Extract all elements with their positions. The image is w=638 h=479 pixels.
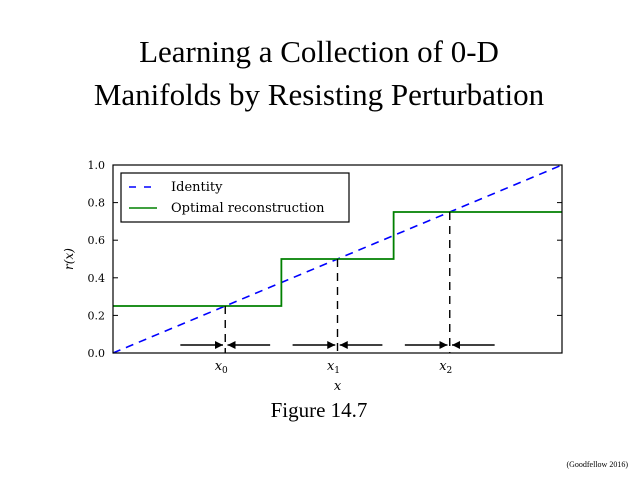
- legend-box: [120, 172, 350, 223]
- title-line-2: Manifolds by Resisting Perturbation: [93, 77, 545, 112]
- x1-subscript: 1: [334, 366, 340, 376]
- x2-subscript: 2: [447, 366, 453, 376]
- y-tick-label: 0.4: [88, 272, 106, 285]
- legend-label-optimal-reconstruction: Optimal reconstruction: [171, 201, 325, 216]
- credit-text: (Goodfellow 2016): [566, 460, 628, 469]
- slide-title: Learning a Collection of 0-D Manifolds b…: [0, 30, 638, 116]
- x0-subscript: 0: [222, 366, 228, 376]
- y-tick-label: 0.2: [88, 309, 106, 322]
- y-tick-label: 0.6: [88, 234, 106, 247]
- y-tick-label: 0.8: [88, 197, 106, 210]
- legend-label-identity: Identity: [171, 180, 223, 195]
- y-tick-label: 0.0: [88, 347, 106, 360]
- x2-label: x2: [439, 359, 452, 376]
- title-line-1: Learning a Collection of 0-D: [139, 34, 499, 69]
- x1-label: x1: [327, 359, 340, 376]
- figure-caption: Figure 14.7: [270, 398, 368, 422]
- plot-frame: [112, 164, 563, 354]
- y-axis-label: r(x): [62, 248, 76, 270]
- y-tick-label: 1.0: [88, 159, 106, 172]
- x-axis-label: x: [334, 379, 342, 394]
- x0-label: x0: [215, 359, 228, 376]
